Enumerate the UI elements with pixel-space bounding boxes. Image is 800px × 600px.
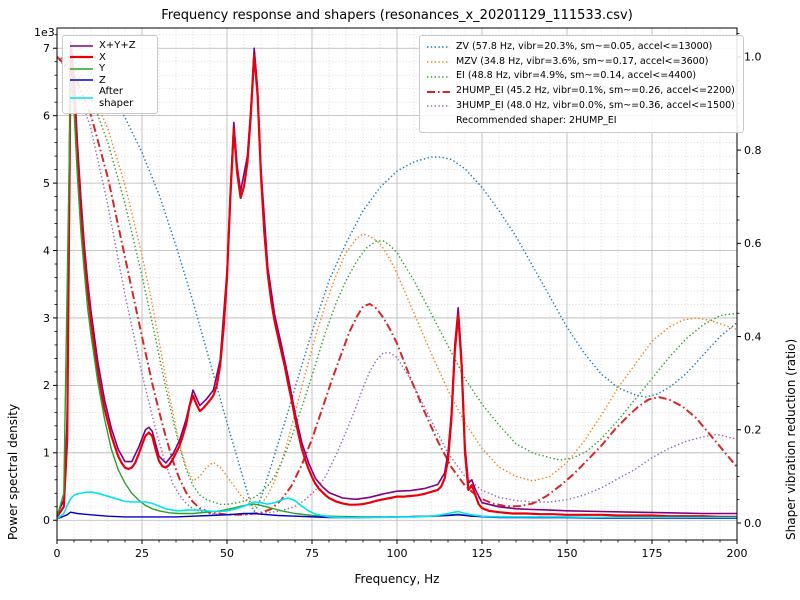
- x-axis-label: Frequency, Hz: [354, 572, 440, 586]
- y-axis-label-left: Power spectral density: [6, 403, 20, 540]
- y-axis-label-right: Shaper vibration reduction (ratio): [784, 338, 798, 540]
- legend-label: 3HUMP_EI (48.0 Hz, vibr=0.0%, sm~=0.36, …: [456, 99, 735, 111]
- legend-label: MZV (34.8 Hz, vibr=3.6%, sm~=0.17, accel…: [456, 55, 709, 67]
- legend-item: 2HUMP_EI (45.2 Hz, vibr=0.1%, sm~=0.26, …: [426, 84, 735, 99]
- y-left-tick-label: 3: [43, 312, 50, 325]
- y-right-tick-label: 0.0: [744, 517, 762, 530]
- legend-shapers: ZV (57.8 Hz, vibr=20.3%, sm~=0.05, accel…: [419, 35, 744, 134]
- legend-item: X+Y+Z: [69, 40, 149, 52]
- x-tick-label: 75: [305, 547, 319, 560]
- x-tick-label: 25: [135, 547, 149, 560]
- legend-item: MZV (34.8 Hz, vibr=3.6%, sm~=0.17, accel…: [426, 55, 735, 70]
- y-right-tick-label: 0.6: [744, 237, 762, 250]
- x-tick-label: 200: [727, 547, 748, 560]
- legend-line-sample: [427, 46, 450, 49]
- legend-item: Y: [69, 63, 149, 75]
- legend-line-sample: [70, 79, 93, 81]
- legend-line-sample: [427, 105, 450, 107]
- y-left-tick-label: 5: [43, 177, 50, 190]
- x-tick-label: 125: [472, 547, 493, 560]
- recommended-shaper-note: Recommended shaper: 2HUMP_EI: [456, 114, 617, 126]
- y-left-tick-label: 6: [43, 109, 50, 122]
- legend-line-sample: [70, 44, 93, 47]
- series-2hump-ei: [56, 56, 738, 516]
- legend-label: X+Y+Z: [99, 40, 136, 51]
- series-x: [56, 53, 737, 518]
- legend-label: X: [99, 51, 106, 63]
- legend-label: Y: [99, 63, 106, 74]
- series-after-shaper: [56, 491, 737, 520]
- legend-item: X: [69, 52, 149, 64]
- legend-item: After shaper: [69, 86, 149, 109]
- legend-measurements: X+Y+Z X Y Z After shaper: [62, 35, 158, 114]
- legend-label: 2HUMP_EI (45.2 Hz, vibr=0.1%, sm~=0.26, …: [456, 85, 735, 97]
- x-tick-label: 0: [54, 547, 61, 560]
- legend-item: 3HUMP_EI (48.0 Hz, vibr=0.0%, sm~=0.36, …: [426, 99, 735, 114]
- legend-label: After shaper: [99, 86, 134, 109]
- legend-label: Z: [99, 74, 106, 86]
- y-right-tick-label: 1.0: [744, 51, 762, 64]
- y-left-tick-label: 1: [43, 447, 50, 460]
- legend-line-sample: [427, 61, 450, 63]
- y-right-tick-label: 0.8: [744, 144, 762, 157]
- legend-label: EI (48.8 Hz, vibr=4.9%, sm~=0.14, accel<…: [456, 70, 697, 82]
- legend-line-sample: [70, 56, 93, 59]
- chart-title: Frequency response and shapers (resonanc…: [161, 8, 633, 23]
- y-axis-offset-label: 1e3: [34, 26, 55, 39]
- x-tick-label: 50: [220, 547, 234, 560]
- x-tick-label: 175: [642, 547, 663, 560]
- legend-line-sample: [427, 90, 450, 93]
- y-left-tick-label: 4: [43, 244, 50, 257]
- y-left-tick-label: 7: [43, 42, 50, 55]
- legend-line-sample: [70, 96, 93, 99]
- legend-line-sample: [70, 68, 93, 70]
- y-left-tick-label: 2: [43, 379, 50, 392]
- x-tick-label: 100: [387, 547, 408, 560]
- legend-line-sample: [427, 76, 450, 78]
- y-right-tick-label: 0.4: [744, 330, 762, 343]
- y-left-tick-label: 0: [43, 514, 50, 527]
- legend-item: ZV (57.8 Hz, vibr=20.3%, sm~=0.05, accel…: [426, 40, 735, 55]
- series-ei: [56, 56, 738, 505]
- y-right-tick-label: 0.2: [744, 424, 762, 437]
- series-3hump-ei: [56, 56, 738, 516]
- legend-item: Z: [69, 75, 149, 87]
- legend-item: EI (48.8 Hz, vibr=4.9%, sm~=0.14, accel<…: [426, 69, 735, 84]
- x-tick-label: 150: [557, 547, 578, 560]
- legend-label: ZV (57.8 Hz, vibr=20.3%, sm~=0.05, accel…: [456, 41, 713, 52]
